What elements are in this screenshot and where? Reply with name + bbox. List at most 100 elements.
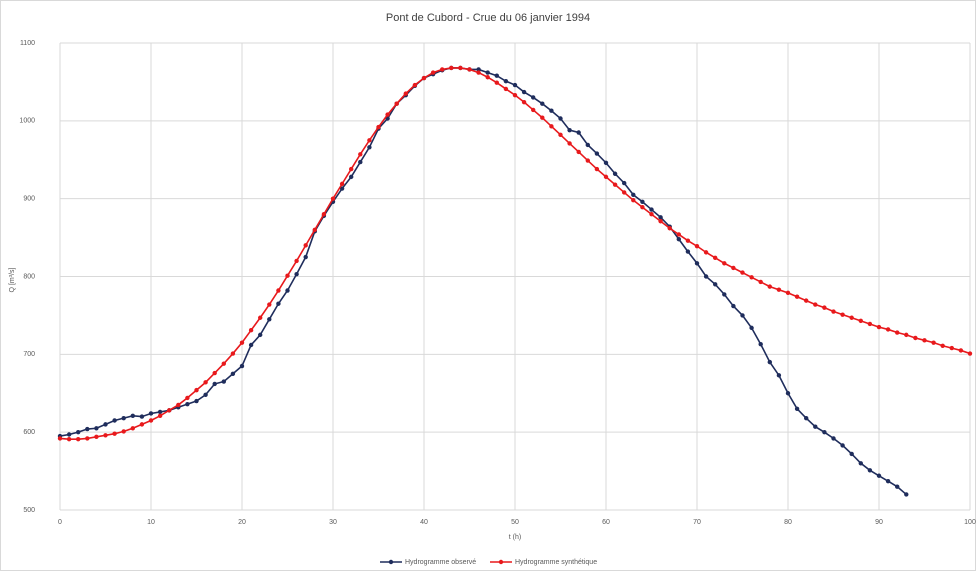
data-point: [276, 301, 281, 306]
data-point: [303, 243, 308, 248]
data-point: [349, 174, 354, 180]
data-point: [603, 160, 609, 166]
y-tick-label: 1100: [20, 40, 35, 47]
data-point: [367, 138, 372, 143]
data-point: [740, 313, 745, 318]
data-point: [76, 436, 81, 442]
x-tick-label: 100: [964, 519, 976, 526]
data-point: [330, 196, 336, 201]
data-point: [285, 273, 290, 278]
data-point: [103, 433, 108, 438]
data-point: [485, 70, 490, 75]
data-point: [294, 271, 299, 277]
data-point: [103, 422, 108, 427]
data-point: [157, 409, 163, 415]
data-point: [421, 75, 427, 81]
data-point: [895, 484, 900, 489]
data-point: [558, 116, 563, 121]
data-point: [339, 186, 345, 191]
y-tick-label: 800: [23, 273, 35, 280]
series-line: [59, 67, 907, 496]
data-point: [813, 424, 818, 429]
data-point: [85, 436, 90, 441]
data-point: [458, 65, 463, 71]
data-point: [612, 182, 618, 187]
data-point: [121, 415, 126, 421]
y-tick-label: 500: [23, 507, 35, 514]
data-point: [503, 86, 509, 92]
data-point: [130, 426, 135, 431]
data-point: [203, 380, 208, 385]
data-point: [949, 345, 954, 351]
y-tick-label: 600: [23, 429, 35, 436]
data-point: [794, 406, 800, 412]
data-point: [849, 315, 854, 320]
data-point: [631, 198, 636, 203]
x-tick-label: 40: [420, 519, 428, 526]
data-point: [922, 338, 927, 343]
y-tick-label: 900: [23, 196, 35, 203]
data-point: [849, 451, 854, 457]
data-point: [385, 112, 390, 117]
data-point: [640, 199, 645, 204]
data-point: [294, 258, 299, 264]
data-point: [394, 101, 399, 106]
data-point: [776, 373, 782, 378]
data-point: [667, 226, 672, 231]
data-point: [703, 250, 709, 255]
data-point: [804, 415, 809, 421]
data-point: [339, 181, 345, 187]
data-point: [822, 429, 827, 435]
data-point: [840, 443, 845, 448]
data-point: [749, 275, 754, 280]
data-point: [713, 282, 718, 287]
data-point: [230, 351, 236, 356]
data-point: [576, 130, 581, 135]
data-point: [239, 363, 245, 369]
data-point: [676, 236, 681, 242]
x-tick-label: 10: [147, 519, 155, 526]
x-tick-label: 50: [511, 519, 519, 526]
data-point: [658, 215, 663, 220]
data-point: [76, 429, 81, 435]
data-point: [722, 261, 727, 266]
data-point: [758, 342, 763, 347]
data-point: [212, 381, 217, 387]
data-point: [258, 332, 263, 338]
data-point: [594, 151, 600, 156]
data-point: [740, 270, 745, 275]
data-point: [585, 142, 590, 148]
data-point: [867, 321, 873, 327]
data-point: [176, 402, 181, 408]
y-axis-label: Q [m³/s]: [9, 268, 16, 293]
legend-label: Hydrogramme synthétique: [515, 559, 597, 566]
y-tick-label: 700: [23, 351, 35, 358]
data-point: [858, 461, 863, 466]
y-tick-label: 1000: [19, 118, 35, 125]
data-point: [512, 92, 518, 98]
data-point: [512, 82, 518, 88]
data-point: [531, 107, 536, 113]
data-point: [276, 288, 281, 293]
data-point: [549, 124, 554, 129]
data-point: [476, 70, 481, 75]
data-point: [376, 124, 381, 130]
data-point: [649, 212, 654, 217]
data-point: [258, 315, 263, 320]
data-point: [57, 436, 63, 441]
data-point: [303, 254, 308, 260]
data-point: [749, 325, 754, 331]
data-point: [804, 298, 809, 303]
data-point: [612, 171, 618, 176]
data-point: [576, 149, 581, 155]
data-point: [858, 318, 863, 324]
data-point: [731, 265, 736, 271]
data-point: [349, 166, 354, 172]
data-point: [94, 434, 99, 440]
data-point: [148, 418, 154, 423]
data-point: [767, 284, 772, 289]
data-point: [203, 392, 208, 398]
data-point: [267, 317, 272, 322]
data-point: [485, 75, 490, 80]
data-point: [549, 108, 554, 113]
